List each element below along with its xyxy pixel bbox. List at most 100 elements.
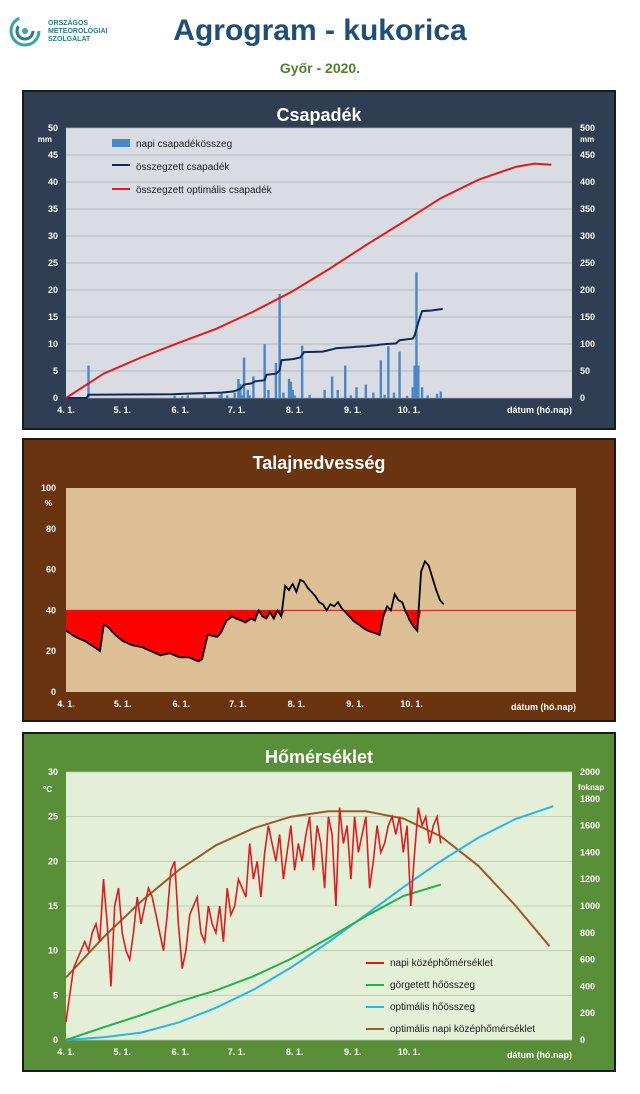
x-tick-label: 4. 1. — [57, 405, 75, 415]
y-axis-label-right: foknap — [578, 783, 604, 792]
y-tick-label-right: 1200 — [580, 874, 600, 884]
y-tick-label-right: 200 — [580, 1008, 595, 1018]
precip-bar — [180, 396, 184, 398]
page-subtitle: Győr - 2020. — [279, 60, 361, 76]
chart-title: Hőmérséklet — [265, 747, 373, 767]
precip-bar — [240, 395, 244, 398]
precip-bar — [364, 384, 368, 398]
y-tick-label-right: 200 — [580, 285, 595, 295]
x-tick-label: 8. 1. — [286, 405, 304, 415]
precip-bar — [246, 389, 249, 398]
precip-bar — [267, 389, 270, 398]
precip-bar — [308, 394, 311, 398]
y-tick-label-right: 0 — [580, 1035, 585, 1045]
precip-bar — [248, 395, 251, 398]
precipitation-chart: Csapadék05101520253035404550050100150200… — [22, 90, 616, 430]
x-tick-label: 10. 1. — [400, 699, 423, 709]
precip-bar — [439, 391, 443, 398]
precip-bar — [411, 387, 414, 398]
precip-bar — [186, 395, 190, 398]
precip-bar — [417, 365, 420, 398]
y-tick-label-right: 150 — [580, 312, 595, 322]
x-axis-label: dátum (hó.nap) — [511, 702, 576, 712]
x-tick-label: 7. 1. — [228, 1047, 246, 1057]
precip-bar — [252, 376, 255, 398]
y-axis-label-left: °C — [43, 785, 52, 794]
precip-bar — [415, 272, 418, 398]
legend-label: napi csapadékösszeg — [136, 139, 232, 150]
legend-label: optimális hőösszeg — [390, 1002, 475, 1013]
x-tick-label: 5. 1. — [114, 699, 132, 709]
precip-bar — [426, 395, 429, 398]
y-tick-label: 40 — [46, 605, 56, 615]
y-tick-label-left: 40 — [48, 177, 58, 187]
logo-line-3: SZOLGÁLAT — [48, 36, 91, 43]
x-tick-label: 4. 1. — [57, 699, 75, 709]
precip-bar — [355, 387, 358, 398]
x-tick-label: 6. 1. — [172, 1047, 190, 1057]
y-tick-label-right: 1600 — [580, 821, 600, 831]
y-tick-label-right: 500 — [580, 123, 595, 133]
precip-bar — [300, 345, 304, 398]
y-tick-label: 80 — [46, 524, 56, 534]
precip-bar — [435, 393, 439, 398]
y-tick-label-right: 400 — [580, 177, 595, 187]
x-tick-label: 4. 1. — [57, 1047, 75, 1057]
optimal-heat-sum-line — [65, 805, 554, 1041]
y-tick-label-right: 1400 — [580, 847, 600, 857]
y-tick-label-right: 250 — [580, 258, 595, 268]
header: ORSZÁGOS METEOROLÓGIAI SZOLGÁLAT Agrogra… — [0, 0, 640, 88]
y-tick-label-left: 0 — [53, 1035, 58, 1045]
logo-swirl-icon — [9, 15, 41, 47]
y-tick-label-left: 30 — [48, 767, 58, 777]
precip-bar — [330, 376, 334, 398]
rolling-heat-sum-line — [65, 883, 442, 1041]
legend-label: napi középhőmérséklet — [390, 958, 493, 969]
y-tick-label-left: 20 — [48, 285, 58, 295]
precip-bar — [413, 365, 416, 398]
y-tick-label-right: 300 — [580, 231, 595, 241]
y-tick-label-right: 350 — [580, 204, 595, 214]
omsz-logo: ORSZÁGOS METEOROLÓGIAI SZOLGÁLAT — [8, 14, 118, 54]
y-tick-label-left: 50 — [48, 123, 58, 133]
x-tick-label: 9. 1. — [346, 699, 364, 709]
precip-bar — [405, 395, 409, 398]
y-tick-label-right: 600 — [580, 955, 595, 965]
y-tick-label-left: 30 — [48, 231, 58, 241]
x-tick-label: 5. 1. — [113, 1047, 131, 1057]
legend-swatch — [112, 139, 130, 147]
x-tick-label: 6. 1. — [172, 405, 190, 415]
precipitation-panel: Csapadék 0 5 10 15 20 25 30 35 40 45 50 0 50 100 150 200… — [22, 90, 616, 430]
y-tick-label-left: 15 — [48, 312, 58, 322]
y-tick-label-right: 1800 — [580, 794, 600, 804]
precip-bar — [398, 351, 401, 398]
precip-bar — [287, 379, 291, 398]
precip-bar — [336, 389, 339, 398]
precip-bar — [379, 360, 383, 398]
precip-bar — [218, 395, 221, 398]
precip-bar — [239, 383, 242, 398]
precip-bar — [263, 344, 266, 398]
y-tick-label-left: 15 — [48, 901, 58, 911]
x-axis-label: dátum (hó.nap) — [507, 405, 572, 415]
y-tick-label-left: 5 — [53, 366, 58, 376]
precip-bar — [225, 395, 229, 398]
y-axis-label-left: mm — [38, 135, 52, 144]
x-tick-label: 10. 1. — [398, 405, 421, 415]
y-tick-label-right: 800 — [580, 928, 595, 938]
y-tick-label-right: 450 — [580, 150, 595, 160]
y-axis-label: % — [45, 499, 52, 508]
y-tick-label-left: 25 — [48, 258, 58, 268]
y-tick-label-right: 400 — [580, 981, 595, 991]
y-tick-label: 60 — [46, 565, 56, 575]
y-tick-label-left: 45 — [48, 150, 58, 160]
optimal-cumulative-precip-line — [65, 162, 552, 399]
x-tick-label: 8. 1. — [288, 699, 306, 709]
precip-bar — [203, 394, 206, 398]
temperature-chart: Hőmérséklet 0 5 10 15 20 25 30 0 200 400 600 800 1000… — [22, 732, 616, 1072]
moisture-deficit-area — [66, 610, 444, 662]
precip-bar — [233, 392, 236, 398]
x-tick-label: 7. 1. — [228, 405, 246, 415]
x-tick-label: 5. 1. — [113, 405, 131, 415]
precip-bar — [372, 392, 375, 398]
